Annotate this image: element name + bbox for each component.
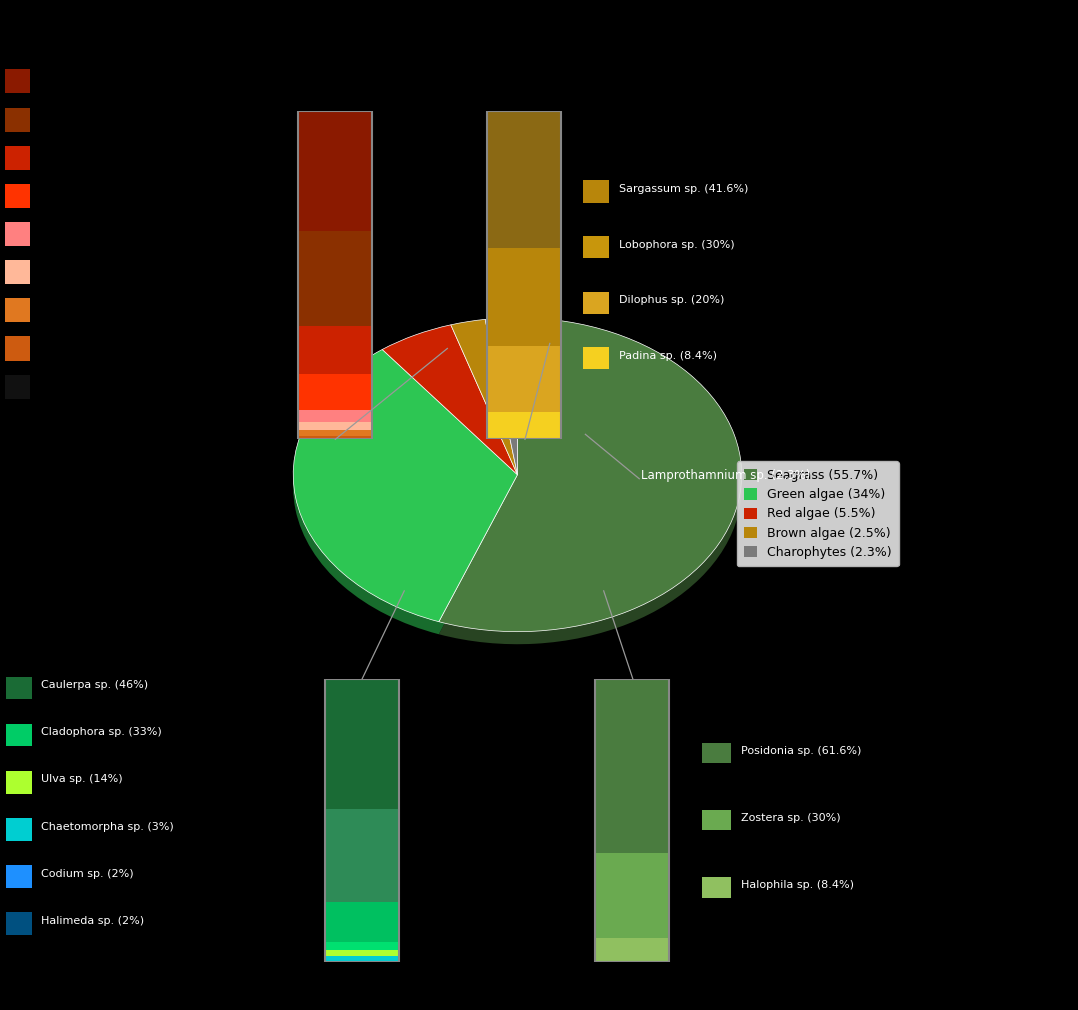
Bar — [595, 852, 668, 937]
Wedge shape — [383, 337, 517, 487]
Bar — [299, 436, 372, 439]
Text: Chaetomorpha sp. (3%): Chaetomorpha sp. (3%) — [41, 821, 174, 831]
Bar — [326, 679, 399, 809]
Bar — [326, 955, 399, 962]
Bar — [487, 247, 561, 346]
Text: Zostera sp. (30%): Zostera sp. (30%) — [741, 813, 840, 823]
Bar — [5, 677, 32, 699]
Wedge shape — [439, 330, 742, 644]
Bar — [595, 937, 668, 962]
Bar — [299, 410, 372, 421]
Text: Lobophora sp. (30%): Lobophora sp. (30%) — [619, 240, 734, 249]
Bar — [5, 145, 30, 170]
Text: Halophila sp. (8.4%): Halophila sp. (8.4%) — [741, 881, 854, 891]
Bar — [583, 236, 609, 259]
Bar — [299, 111, 372, 230]
Text: Codium sp. (2%): Codium sp. (2%) — [41, 869, 134, 879]
Bar — [299, 430, 372, 436]
Bar — [5, 866, 32, 888]
Bar — [5, 184, 30, 208]
Bar — [5, 912, 32, 935]
Bar — [702, 810, 731, 830]
Bar — [299, 230, 372, 326]
Bar — [326, 941, 399, 950]
Bar — [5, 771, 32, 794]
Bar — [299, 421, 372, 430]
Bar — [487, 412, 561, 439]
Bar — [326, 809, 399, 902]
Text: Padina sp. (8.4%): Padina sp. (8.4%) — [619, 351, 717, 361]
Bar — [583, 347, 609, 370]
Text: Cladophora sp. (33%): Cladophora sp. (33%) — [41, 727, 162, 737]
Bar — [5, 724, 32, 746]
Bar — [702, 878, 731, 898]
Text: Sargassum sp. (41.6%): Sargassum sp. (41.6%) — [619, 185, 748, 194]
Bar — [5, 261, 30, 284]
Text: Caulerpa sp. (46%): Caulerpa sp. (46%) — [41, 680, 148, 690]
Bar — [583, 181, 609, 203]
Wedge shape — [485, 318, 517, 475]
Bar — [326, 679, 399, 962]
Wedge shape — [293, 349, 517, 622]
Bar — [487, 346, 561, 412]
Wedge shape — [293, 362, 517, 634]
Text: Halimeda sp. (2%): Halimeda sp. (2%) — [41, 916, 143, 926]
Wedge shape — [451, 319, 517, 475]
Bar — [583, 292, 609, 314]
Bar — [5, 375, 30, 399]
Bar — [299, 111, 372, 439]
Text: Ulva sp. (14%): Ulva sp. (14%) — [41, 775, 123, 785]
Bar — [702, 742, 731, 763]
Wedge shape — [451, 332, 517, 487]
Bar — [5, 336, 30, 361]
Wedge shape — [439, 318, 742, 631]
Bar — [595, 679, 668, 852]
Legend: Seagrass (55.7%), Green algae (34%), Red algae (5.5%), Brown algae (2.5%), Charo: Seagrass (55.7%), Green algae (34%), Red… — [736, 462, 899, 567]
Bar — [326, 902, 399, 941]
Bar — [5, 222, 30, 246]
Bar — [5, 107, 30, 131]
Bar — [326, 950, 399, 955]
Bar — [299, 374, 372, 410]
Bar — [5, 818, 32, 840]
Bar — [299, 326, 372, 374]
Wedge shape — [383, 325, 517, 475]
Wedge shape — [485, 330, 517, 487]
Bar — [487, 111, 561, 247]
Bar — [487, 111, 561, 439]
Bar — [595, 679, 668, 962]
Bar — [5, 70, 30, 93]
Bar — [5, 298, 30, 322]
Text: Lamprothamnium sp. (2.3%): Lamprothamnium sp. (2.3%) — [641, 469, 811, 482]
Text: Dilophus sp. (20%): Dilophus sp. (20%) — [619, 296, 724, 305]
Text: Posidonia sp. (61.6%): Posidonia sp. (61.6%) — [741, 745, 861, 755]
